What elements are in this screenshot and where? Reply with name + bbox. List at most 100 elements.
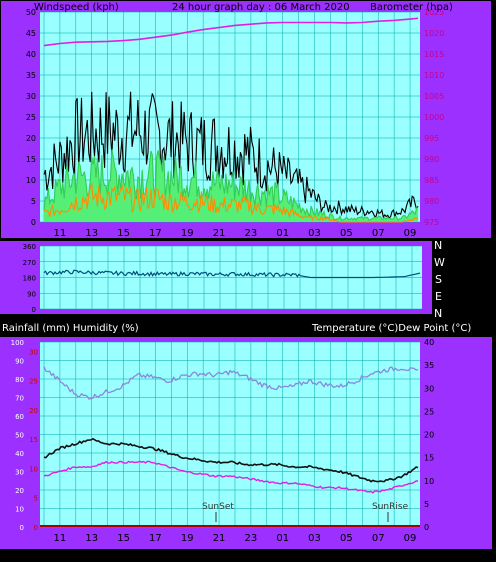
direction-y-tick-label: 360 bbox=[23, 243, 36, 251]
temp-y-tick-label: 20 bbox=[424, 431, 434, 440]
temp-y-tick-label: 35 bbox=[424, 361, 434, 370]
wind-gust-series bbox=[43, 91, 419, 219]
barometer-y-tick-label: 1015 bbox=[424, 50, 444, 59]
x-tick-label: 17 bbox=[149, 533, 162, 544]
barometer-y-tick-label: 980 bbox=[424, 197, 439, 206]
chart-title: 24 hour graph day : 06 March 2020 bbox=[172, 2, 350, 13]
temp-y-tick-label: 5 bbox=[424, 500, 429, 509]
rain-y-tick-label: 25 bbox=[29, 378, 38, 386]
barometer-y-tick-label: 995 bbox=[424, 134, 439, 143]
x-tick-label: 21 bbox=[213, 533, 226, 544]
direction-label-e: E bbox=[435, 290, 442, 303]
humidity-y-tick-label: 0 bbox=[20, 524, 24, 532]
humidity-y-tick-label: 20 bbox=[15, 487, 24, 495]
temp-y-tick-label: 40 bbox=[424, 338, 434, 347]
humidity-y-tick-label: 60 bbox=[15, 413, 24, 421]
x-tick-label: 23 bbox=[245, 533, 258, 544]
sunset-label: SunSet bbox=[202, 502, 234, 512]
x-tick-label: 05 bbox=[340, 228, 353, 239]
sunrise-label: SunRise bbox=[372, 502, 409, 512]
direction-label-n-bottom: N bbox=[434, 307, 442, 320]
direction-label-s: S bbox=[435, 273, 442, 286]
humidity-y-tick-label: 70 bbox=[15, 395, 24, 403]
humidity-y-tick-label: 10 bbox=[15, 506, 24, 514]
rain-y-tick-label: 15 bbox=[29, 436, 38, 444]
rain-y-tick-label: 20 bbox=[29, 407, 38, 415]
wind-y-tick-label: 25 bbox=[26, 113, 36, 122]
x-tick-label: 17 bbox=[149, 228, 162, 239]
wind-y-tick-label: 5 bbox=[31, 197, 36, 206]
barometer-y-tick-label: 975 bbox=[424, 218, 439, 227]
dew-point-series bbox=[43, 460, 418, 494]
humidity-y-tick-label: 100 bbox=[11, 339, 24, 347]
x-tick-label: 03 bbox=[308, 228, 321, 239]
wind-y-tick-label: 0 bbox=[31, 218, 36, 227]
direction-y-tick-label: 180 bbox=[23, 275, 36, 283]
rain-y-tick-label: 30 bbox=[29, 348, 38, 356]
x-tick-label: 13 bbox=[85, 533, 98, 544]
wind-axis-title: Windspeed (kph) bbox=[34, 2, 119, 13]
wind-y-tick-label: 15 bbox=[26, 155, 36, 164]
temperature-series bbox=[43, 437, 419, 483]
x-tick-label: 15 bbox=[117, 228, 130, 239]
barometer-y-tick-label: 1000 bbox=[424, 113, 444, 122]
rain-humidity-axis-title: Rainfall (mm) Humidity (%) bbox=[2, 323, 139, 334]
temp-y-tick-label: 0 bbox=[424, 523, 429, 532]
temp-dew-axis-title: Temperature (°C)Dew Point (°C) bbox=[311, 323, 471, 334]
wind-y-tick-label: 50 bbox=[26, 8, 36, 17]
wind-y-tick-label: 40 bbox=[26, 50, 36, 59]
humidity-y-tick-label: 50 bbox=[15, 432, 24, 440]
humidity-y-tick-label: 30 bbox=[15, 469, 24, 477]
x-tick-label: 11 bbox=[54, 533, 67, 544]
barometer-y-tick-label: 1010 bbox=[424, 71, 444, 80]
wind-direction-series bbox=[43, 269, 421, 279]
x-tick-label: 23 bbox=[245, 228, 258, 239]
wind-avg-series bbox=[43, 182, 419, 223]
x-tick-label: 21 bbox=[213, 228, 226, 239]
barometer-series bbox=[43, 17, 419, 47]
wind-y-tick-label: 45 bbox=[26, 29, 36, 38]
x-tick-label: 09 bbox=[404, 228, 417, 239]
wind-mid-series-fill bbox=[44, 149, 418, 222]
humidity-y-tick-label: 80 bbox=[15, 376, 24, 384]
x-tick-label: 11 bbox=[54, 228, 67, 239]
barometer-y-tick-label: 985 bbox=[424, 176, 439, 185]
direction-label-w: W bbox=[434, 256, 445, 269]
series-layer bbox=[40, 17, 421, 527]
barometer-y-tick-label: 990 bbox=[424, 155, 439, 164]
x-tick-label: 13 bbox=[85, 228, 98, 239]
x-tick-label: 07 bbox=[372, 228, 385, 239]
humidity-series bbox=[43, 366, 419, 400]
temp-y-tick-label: 30 bbox=[424, 384, 434, 393]
wind-y-tick-label: 30 bbox=[26, 92, 36, 101]
barometer-y-tick-label: 1020 bbox=[424, 29, 444, 38]
barometer-axis-title: Barometer (hpa) bbox=[370, 2, 453, 13]
temp-y-tick-label: 25 bbox=[424, 407, 434, 416]
direction-y-tick-label: 90 bbox=[27, 290, 36, 298]
barometer-y-tick-label: 1025 bbox=[424, 8, 444, 17]
wind-mid-series bbox=[43, 149, 419, 222]
wind-y-tick-label: 35 bbox=[26, 71, 36, 80]
direction-label-n-top: N bbox=[434, 239, 442, 252]
x-tick-label: 15 bbox=[117, 533, 130, 544]
rain-y-tick-label: 0 bbox=[34, 524, 38, 532]
direction-y-tick-label: 0 bbox=[32, 306, 36, 314]
x-tick-label: 19 bbox=[181, 228, 194, 239]
x-tick-label: 09 bbox=[404, 533, 417, 544]
wind-y-tick-label: 10 bbox=[26, 176, 36, 185]
humidity-y-tick-label: 40 bbox=[15, 450, 24, 458]
wind-y-tick-label: 20 bbox=[26, 134, 36, 143]
rain-y-tick-label: 5 bbox=[34, 495, 38, 503]
rain-y-tick-label: 10 bbox=[29, 465, 38, 473]
x-tick-label: 03 bbox=[308, 533, 321, 544]
humidity-y-tick-label: 90 bbox=[15, 358, 24, 366]
barometer-y-tick-label: 1005 bbox=[424, 92, 444, 101]
temp-y-tick-label: 15 bbox=[424, 454, 434, 463]
x-tick-label: 07 bbox=[372, 533, 385, 544]
x-tick-label: 01 bbox=[276, 228, 289, 239]
direction-y-tick-label: 270 bbox=[23, 259, 36, 267]
x-tick-label: 19 bbox=[181, 533, 194, 544]
temp-y-tick-label: 10 bbox=[424, 477, 434, 486]
